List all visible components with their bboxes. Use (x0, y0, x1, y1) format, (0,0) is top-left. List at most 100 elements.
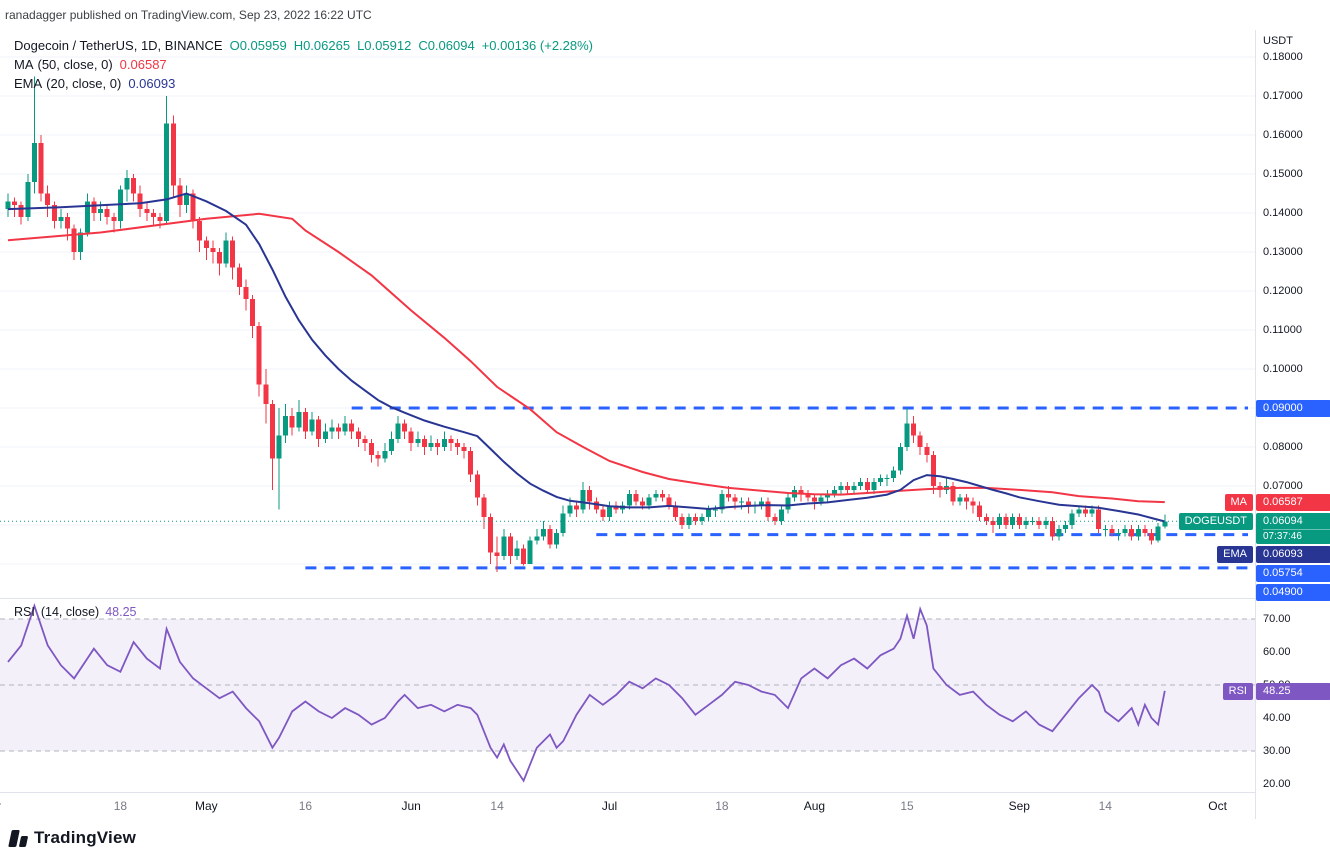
candle (990, 521, 996, 525)
candle (190, 193, 196, 221)
price-value-badge: 0.06094 07:37:46 (1256, 513, 1330, 545)
rsi-name: RSI (14, 605, 35, 619)
candle (878, 478, 883, 483)
candle (296, 411, 302, 428)
candle (481, 497, 487, 518)
candle (1142, 528, 1148, 533)
candle (322, 431, 328, 440)
candle (382, 450, 388, 459)
price-tick-label: 0.18000 (1263, 51, 1303, 63)
price-tick-label: 0.14000 (1263, 207, 1303, 219)
candle (1109, 528, 1115, 533)
candle (666, 497, 672, 506)
candle (230, 240, 236, 268)
price-tick-label: 0.16000 (1263, 129, 1303, 141)
candle (798, 489, 804, 494)
candle (607, 505, 612, 518)
candle (362, 439, 368, 444)
candle (91, 201, 97, 213)
candle (124, 177, 130, 190)
candle (309, 419, 315, 432)
candle (441, 439, 447, 447)
time-label: 18 (113, 799, 128, 813)
price-tick-label: 0.11000 (1263, 324, 1302, 336)
candle (369, 443, 375, 455)
time-label: 14 (1098, 799, 1112, 813)
candle (223, 240, 229, 264)
candle (435, 443, 441, 447)
candle (540, 528, 546, 537)
symbol-tag: DOGEUSDT (1178, 513, 1253, 531)
price-tick-label: 0.10000 (1263, 363, 1303, 375)
chart-area[interactable]: Dogecoin / TetherUS, 1D, BINANCE O0.0595… (0, 30, 1330, 820)
candle (1063, 525, 1069, 529)
candle (461, 447, 467, 451)
candle (1135, 528, 1141, 537)
axis-currency-label: USDT (1263, 35, 1293, 47)
candle (1076, 509, 1082, 514)
candle (970, 501, 976, 506)
candle (1023, 521, 1029, 525)
candle (184, 193, 189, 206)
candle (269, 404, 275, 459)
rsi-pane[interactable] (0, 600, 1255, 792)
candle (302, 411, 308, 432)
ema-args: (20, close, 0) (46, 76, 122, 91)
candle (455, 443, 460, 447)
candle (415, 439, 421, 444)
ma-legend-row: MA (50, close, 0) 0.06587 (14, 55, 593, 74)
candle (448, 439, 454, 444)
tradingview-logo-icon (8, 829, 29, 847)
candle (131, 177, 137, 194)
candle (871, 482, 877, 490)
rsi-args: (14, close) (40, 605, 100, 619)
candles-layer (5, 76, 1168, 572)
time-label: Oct (1208, 799, 1227, 813)
candle (203, 240, 209, 249)
candle (593, 501, 599, 510)
candle (904, 423, 910, 447)
candle (917, 435, 923, 447)
candle (534, 536, 540, 541)
candle (329, 427, 335, 432)
candle (98, 209, 103, 213)
tradingview-logo-link[interactable]: TradingView (8, 828, 136, 848)
candle (236, 267, 242, 288)
rsi-tag: RSI (1222, 682, 1253, 700)
candle (587, 489, 593, 502)
ema-name: EMA (14, 76, 43, 91)
price-pane[interactable] (0, 30, 1255, 596)
candle (692, 517, 698, 522)
candle (930, 454, 936, 486)
candle (560, 513, 566, 533)
rsi-value: 48.25 (105, 605, 137, 619)
candle (864, 482, 870, 490)
candle (210, 248, 216, 252)
candle (554, 532, 560, 545)
ema-value-badge: 0.06093 (1256, 546, 1330, 564)
candle (659, 493, 665, 498)
rsi-grid (0, 618, 1255, 752)
candle (25, 181, 31, 217)
price-tick-label: 0.17000 (1263, 90, 1303, 102)
ohlc-item: O0.05959 (229, 38, 287, 53)
price-tick-label: 0.07000 (1263, 480, 1303, 492)
candle (5, 201, 11, 210)
rsi-line (7, 602, 1166, 783)
time-axis[interactable]: Apr 18 May 16 Jun 14 Jul 18 Aug 15 Sep 14 Oct (0, 792, 1255, 820)
pane-separator[interactable] (0, 598, 1255, 599)
price-tick-label: 0.15000 (1263, 168, 1303, 180)
candle (144, 209, 150, 213)
candle (765, 501, 771, 518)
ma-name: MA (14, 57, 34, 72)
candle (825, 493, 831, 498)
candle (355, 431, 361, 440)
price-axis[interactable]: USDT 0.18000 0.17000 0.16000 0.15000 0.14000 0… (1255, 30, 1330, 819)
candle (164, 123, 170, 221)
candle (1036, 521, 1042, 525)
price-grid (0, 56, 1255, 565)
ema-tag: EMA (1217, 546, 1253, 564)
ema-legend-row: EMA (20, close, 0) 0.06093 (14, 74, 593, 93)
ohlc-item: L0.05912 (357, 38, 412, 53)
candle (197, 220, 203, 241)
